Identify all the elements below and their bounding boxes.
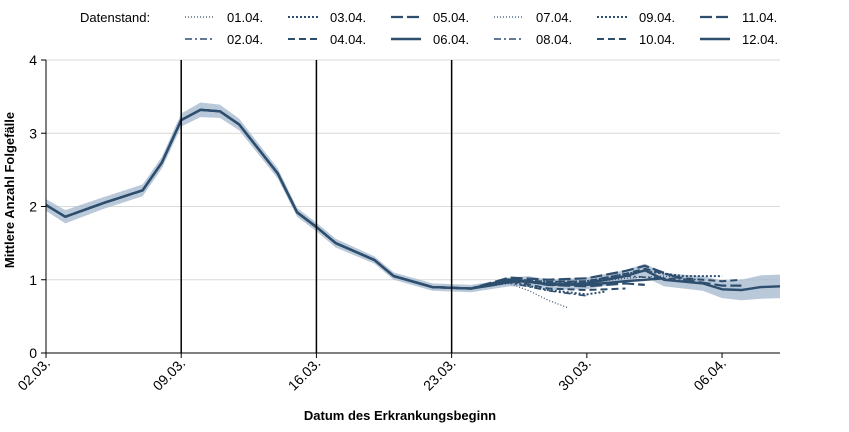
series-line-12-04: [45, 108, 781, 292]
series-line-09-04: [45, 108, 723, 290]
x-axis-title: Datum des Erkrankungsbeginn: [304, 408, 496, 423]
confidence-band-layer: [46, 102, 780, 301]
legend-label: 01.04.: [227, 10, 263, 25]
x-tick-label: 30.03.: [555, 355, 594, 394]
legend-label: 09.04.: [639, 10, 675, 25]
y-tick-label: 0: [29, 345, 37, 361]
series-layer: [45, 108, 781, 309]
y-tick-label: 4: [29, 52, 37, 68]
legend-label: 04.04.: [330, 32, 366, 47]
legend-label: 10.04.: [639, 32, 675, 47]
series-line-03-04: [45, 108, 607, 296]
legend-label: 11.04.: [742, 10, 777, 25]
series-line-01-04: [45, 109, 568, 309]
series-line-05-04: [45, 108, 645, 290]
vertical-marker-layer: [180, 60, 453, 353]
y-axis-title: Mittlere Anzahl Folgefälle: [2, 112, 17, 268]
series-line-10-04: [45, 108, 742, 290]
y-tick-label: 3: [29, 125, 37, 141]
x-tick-label: 09.03.: [149, 355, 188, 394]
series-line-07-04: [45, 109, 684, 290]
y-tick-label: 2: [29, 199, 37, 215]
legend-label: 02.04.: [227, 32, 263, 47]
legend-label: 03.04.: [330, 10, 366, 25]
legend-label: 05.04.: [433, 10, 469, 25]
legend-label: 07.04.: [536, 10, 572, 25]
confidence-band: [46, 102, 780, 301]
x-tick-label: 06.04.: [690, 355, 729, 394]
x-tick-label: 23.03.: [420, 355, 459, 394]
legend-title: Datenstand:: [80, 10, 150, 25]
series-line-06-04: [45, 108, 665, 290]
legend: Datenstand: 01.04. 02.04. 03.04. 04.04. 05.0…: [80, 10, 778, 47]
y-tick-label: 1: [29, 272, 37, 288]
series-line-11-04: [45, 108, 742, 290]
series-line-04-04: [45, 108, 626, 292]
legend-label: 12.04.: [742, 32, 778, 47]
legend-label: 06.04.: [433, 32, 469, 47]
x-tick-label: 16.03.: [285, 355, 324, 394]
legend-label: 08.04.: [536, 32, 572, 47]
